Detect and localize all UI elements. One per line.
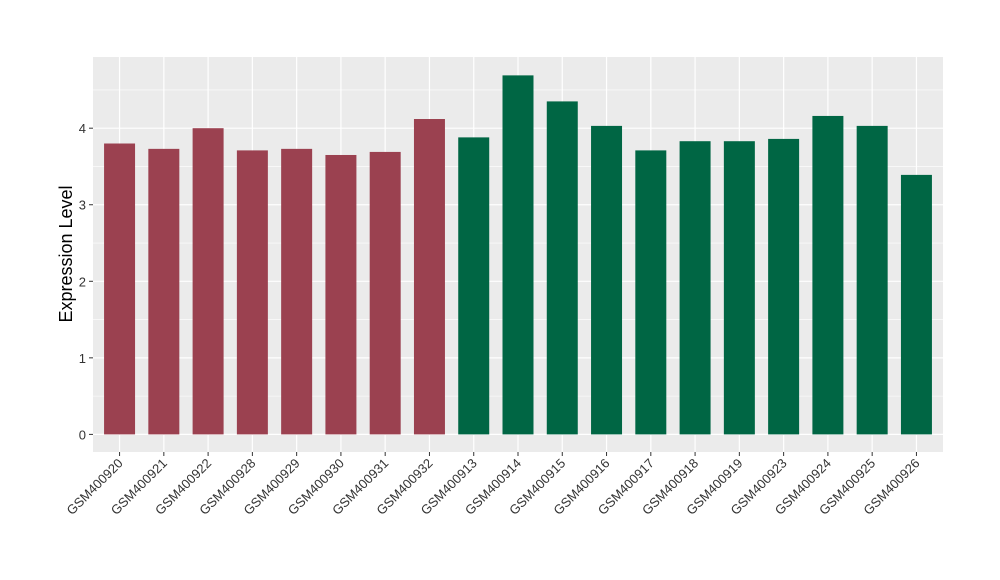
bar-GSM400928 [236,150,268,435]
bar-GSM400925 [856,125,888,435]
y-tick-label: 2 [79,274,86,289]
bar-GSM400920 [104,143,136,435]
bar-GSM400918 [679,141,711,435]
bar-GSM400926 [900,174,932,435]
y-axis-label: Expression Level [56,185,76,322]
y-tick-label: 3 [79,198,86,213]
bar-GSM400932 [413,119,445,435]
bar-GSM400923 [768,138,800,435]
bar-GSM400930 [325,154,357,435]
y-tick-label: 4 [79,121,86,136]
bar-GSM400915 [546,101,578,435]
y-tick-label: 1 [79,351,86,366]
bar-GSM400914 [502,75,534,435]
y-tick-label: 0 [79,427,86,442]
bar-GSM400922 [192,128,224,435]
bar-GSM400919 [723,141,755,435]
bar-GSM400921 [148,148,180,435]
bar-GSM400913 [458,137,490,435]
bar-GSM400929 [281,148,313,435]
bar-GSM400924 [812,115,844,435]
bar-GSM400917 [635,150,667,435]
bar-GSM400931 [369,151,401,435]
bar-GSM400916 [591,125,623,435]
